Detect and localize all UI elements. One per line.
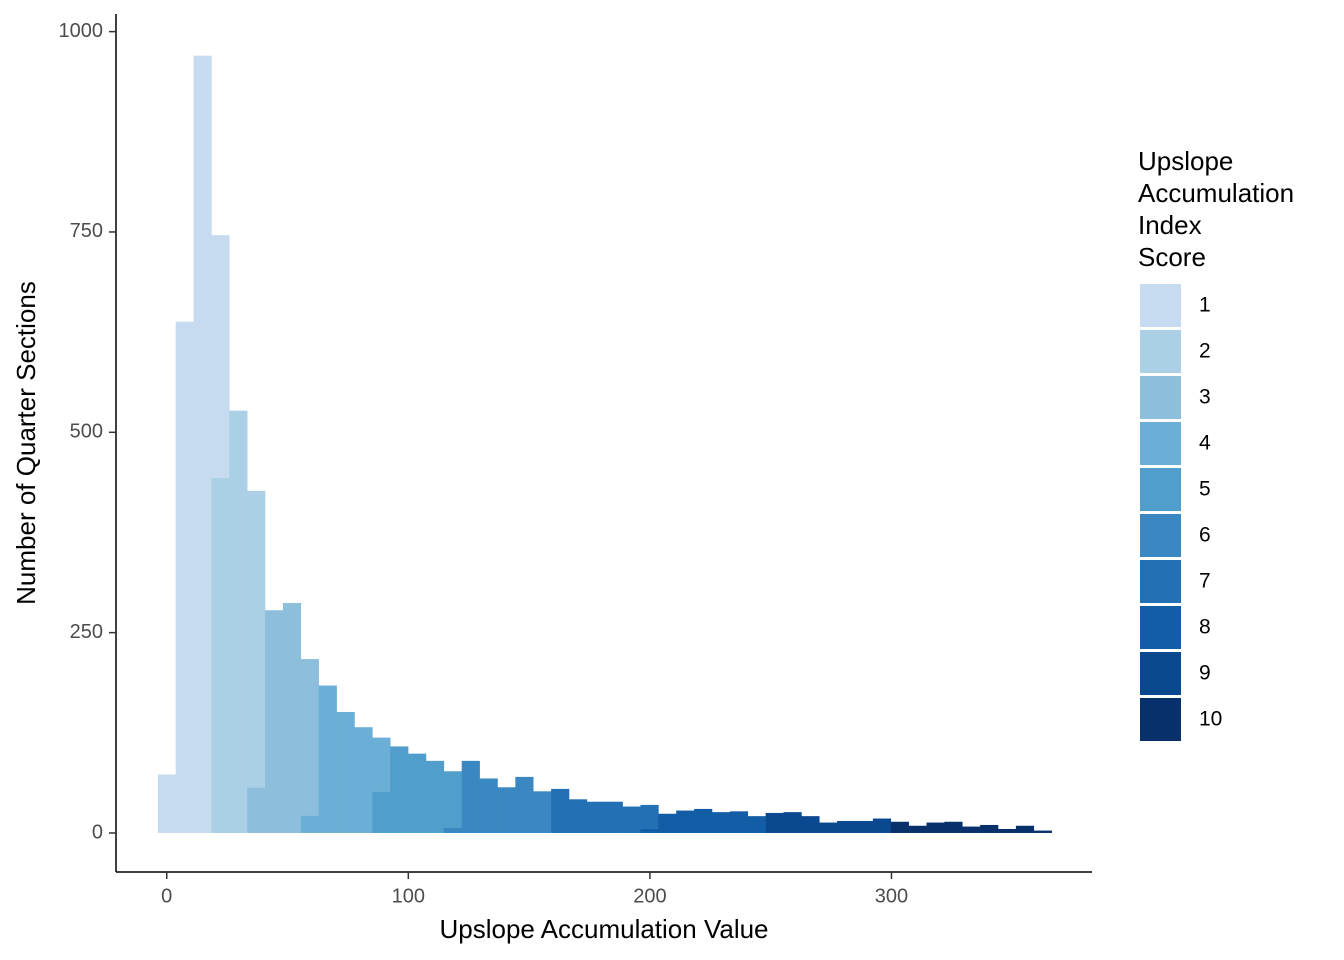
x-tick-label: 200 bbox=[633, 885, 666, 907]
legend-label: 7 bbox=[1199, 570, 1211, 593]
bar bbox=[622, 806, 641, 833]
bar bbox=[515, 776, 534, 833]
bar bbox=[944, 821, 963, 833]
bar bbox=[247, 787, 266, 833]
bar bbox=[801, 816, 820, 833]
bar bbox=[604, 801, 623, 833]
bar bbox=[729, 811, 749, 833]
bar bbox=[211, 235, 230, 478]
x-tick-label: 0 bbox=[161, 885, 172, 907]
bar bbox=[819, 822, 838, 833]
bar bbox=[372, 737, 391, 792]
bar bbox=[336, 711, 355, 833]
y-tick-label: 250 bbox=[70, 621, 103, 643]
bar bbox=[551, 788, 570, 833]
legend-key bbox=[1140, 606, 1181, 649]
bar bbox=[908, 825, 927, 833]
bar bbox=[443, 771, 463, 828]
legend-label: 4 bbox=[1199, 432, 1211, 455]
bar bbox=[783, 812, 802, 833]
bar bbox=[998, 828, 1017, 833]
bar bbox=[408, 753, 427, 833]
x-tick-label: 100 bbox=[392, 885, 425, 907]
legend-key bbox=[1140, 514, 1181, 557]
legend-label: 5 bbox=[1199, 478, 1211, 501]
legend-key bbox=[1140, 652, 1181, 695]
bar bbox=[962, 826, 981, 833]
legend-key bbox=[1140, 284, 1181, 327]
legend-label: 10 bbox=[1199, 708, 1222, 731]
y-tick-label: 750 bbox=[70, 220, 103, 242]
legend-label: 3 bbox=[1199, 386, 1211, 409]
bar bbox=[175, 321, 194, 833]
bar bbox=[980, 824, 999, 833]
legend-label: 8 bbox=[1199, 616, 1211, 639]
bar bbox=[300, 815, 319, 833]
bar bbox=[568, 799, 588, 833]
legend-key bbox=[1140, 376, 1181, 419]
bar bbox=[837, 820, 856, 833]
bar bbox=[872, 818, 892, 833]
legend-label: 1 bbox=[1199, 294, 1211, 317]
bar bbox=[640, 804, 659, 829]
bar bbox=[479, 778, 498, 833]
legend-key bbox=[1140, 560, 1181, 603]
y-tick-label: 1000 bbox=[59, 20, 104, 42]
legend-key bbox=[1140, 330, 1181, 373]
bar bbox=[694, 808, 713, 833]
bar bbox=[354, 727, 373, 833]
bar bbox=[425, 760, 445, 833]
bar bbox=[658, 813, 677, 833]
bar bbox=[300, 659, 319, 816]
bar bbox=[855, 820, 874, 833]
bar bbox=[1015, 825, 1035, 833]
bar bbox=[390, 746, 409, 833]
legend-label: 6 bbox=[1199, 524, 1211, 547]
legend-key bbox=[1140, 698, 1181, 741]
bar bbox=[157, 774, 176, 833]
y-axis-label: Number of Quarter Sections bbox=[11, 281, 41, 605]
bar bbox=[318, 685, 337, 833]
bar bbox=[926, 822, 945, 833]
bar bbox=[711, 812, 731, 833]
bar bbox=[533, 791, 552, 833]
bar bbox=[676, 810, 695, 833]
bar bbox=[1033, 830, 1052, 833]
bar bbox=[282, 602, 302, 833]
bar bbox=[747, 816, 766, 833]
legend-key bbox=[1140, 468, 1181, 511]
bar bbox=[443, 827, 463, 833]
legend-title: Upslope Accumulation Index Score bbox=[1138, 146, 1295, 272]
x-tick-label: 300 bbox=[875, 885, 908, 907]
bar bbox=[193, 55, 212, 833]
y-tick-label: 500 bbox=[70, 421, 103, 443]
bar bbox=[640, 828, 659, 833]
legend-label: 9 bbox=[1199, 662, 1211, 685]
bar bbox=[211, 477, 230, 833]
bar bbox=[461, 760, 480, 833]
legend-label: 2 bbox=[1199, 340, 1211, 363]
x-axis-label: Upslope Accumulation Value bbox=[439, 914, 768, 944]
legend-key bbox=[1140, 422, 1181, 465]
bar bbox=[586, 801, 606, 833]
bar bbox=[247, 490, 266, 788]
bar bbox=[265, 610, 284, 833]
bar bbox=[497, 787, 516, 833]
bar bbox=[765, 812, 784, 833]
y-tick-label: 0 bbox=[92, 821, 103, 843]
bar bbox=[890, 821, 909, 833]
bar bbox=[229, 410, 248, 833]
bar bbox=[372, 791, 391, 833]
